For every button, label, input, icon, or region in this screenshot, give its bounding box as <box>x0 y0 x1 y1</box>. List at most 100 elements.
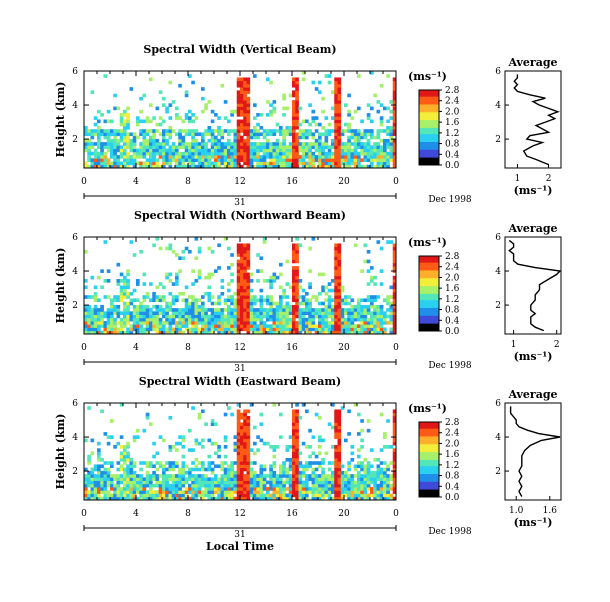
heatmap-cell <box>119 116 124 120</box>
heatmap-cell <box>106 441 111 446</box>
heatmap-cell <box>292 138 296 143</box>
heatmap-cell <box>269 496 273 501</box>
heatmap-cell <box>269 314 273 319</box>
heatmap-cell <box>103 279 108 283</box>
heatmap-cell <box>295 314 299 319</box>
heatmap-cell <box>119 480 124 485</box>
heatmap-cell <box>360 269 364 273</box>
x-tick-label: 16 <box>286 343 298 353</box>
heatmap-cell <box>360 419 364 423</box>
heatmap-cell <box>389 445 394 449</box>
heatmap-cell <box>191 304 195 309</box>
heatmap-cell <box>119 272 124 277</box>
heatmap-cell <box>100 321 104 325</box>
heatmap-cell <box>181 330 186 335</box>
heatmap-cell <box>240 461 244 465</box>
heatmap-cell <box>249 155 254 159</box>
heatmap-cell <box>149 493 153 498</box>
heatmap-cell <box>230 490 234 494</box>
heatmap-cell <box>376 129 381 133</box>
heatmap-cell <box>240 438 244 443</box>
heatmap-cell <box>272 487 277 491</box>
heatmap-cell <box>207 129 212 133</box>
heatmap-cell <box>165 496 169 501</box>
heatmap-cell <box>240 262 244 267</box>
heatmap-cell <box>363 314 368 319</box>
heatmap-cell <box>357 487 361 491</box>
heatmap-cell <box>301 161 306 166</box>
heatmap-cell <box>220 467 225 472</box>
heatmap-cell <box>201 445 205 449</box>
heatmap-cell <box>269 311 273 315</box>
heatmap-cell <box>275 321 280 325</box>
colorbar-tick-label: 2.8 <box>445 86 460 96</box>
heatmap-cell <box>366 269 371 273</box>
colorbar-segment <box>419 422 439 424</box>
heatmap-cell <box>246 425 251 430</box>
heatmap-cell <box>344 142 348 146</box>
heatmap-cell <box>236 161 241 166</box>
heatmap-cell <box>360 464 364 469</box>
heatmap-cell <box>370 327 374 332</box>
date-label: 31 <box>234 364 245 374</box>
heatmap-cell <box>116 461 121 465</box>
heatmap-cell <box>262 441 267 446</box>
heatmap-cell <box>223 487 228 491</box>
heatmap-cell <box>227 298 231 303</box>
heatmap-cell <box>132 158 137 162</box>
heatmap-cell <box>295 295 299 299</box>
colorbar-segment <box>419 432 439 435</box>
heatmap-cell <box>220 496 225 501</box>
heatmap-cell <box>110 477 114 481</box>
heatmap-cell <box>305 304 309 309</box>
heatmap-cell <box>145 330 150 335</box>
heatmap-cell <box>230 142 234 146</box>
heatmap-cell <box>269 80 273 85</box>
heatmap-cell <box>236 298 241 303</box>
heatmap-cell <box>308 161 312 166</box>
heatmap-cell <box>84 148 88 153</box>
heatmap-cell <box>204 493 208 498</box>
heatmap-cell <box>97 314 101 319</box>
heatmap-cell <box>249 164 254 169</box>
colorbar-segment <box>419 265 439 268</box>
heatmap-cell <box>162 496 166 501</box>
heatmap-cell <box>334 327 338 332</box>
x-tick-label: 0 <box>393 343 399 353</box>
heatmap-cell <box>269 327 273 332</box>
heatmap-cell <box>184 490 189 494</box>
heatmap-cell <box>171 317 176 322</box>
heatmap-cell <box>126 304 130 309</box>
heatmap-cell <box>295 77 299 82</box>
heatmap-cell <box>227 490 231 494</box>
heatmap-cell <box>363 327 368 332</box>
heatmap-cell <box>282 461 286 465</box>
heatmap-cell <box>191 311 195 315</box>
heatmap-cell <box>350 304 355 309</box>
heatmap-cell <box>285 311 290 315</box>
heatmap-cell <box>350 314 355 319</box>
heatmap-cell <box>259 113 264 117</box>
heatmap-cell <box>210 311 215 315</box>
heatmap-cell <box>152 474 156 478</box>
heatmap-cell <box>220 461 225 465</box>
heatmap-cell <box>246 90 251 95</box>
heatmap-cell <box>129 477 134 481</box>
heatmap-cell <box>334 93 338 98</box>
heatmap-cell <box>386 477 390 481</box>
heatmap-cell <box>103 327 108 332</box>
heatmap-cell <box>337 106 342 111</box>
heatmap-cell <box>230 298 234 303</box>
heatmap-cell <box>246 135 251 140</box>
heatmap-cell <box>373 93 377 98</box>
heatmap-cell <box>188 496 192 501</box>
heatmap-cell <box>353 496 358 501</box>
heatmap-cell <box>197 483 202 488</box>
heatmap-cell <box>311 145 316 149</box>
heatmap-cell <box>243 243 247 248</box>
heatmap-cell <box>275 161 280 166</box>
heatmap-cell <box>324 304 329 309</box>
heatmap-cell <box>373 470 377 475</box>
average-y-tick-label: 2 <box>495 301 501 311</box>
heatmap-cell <box>288 324 293 328</box>
